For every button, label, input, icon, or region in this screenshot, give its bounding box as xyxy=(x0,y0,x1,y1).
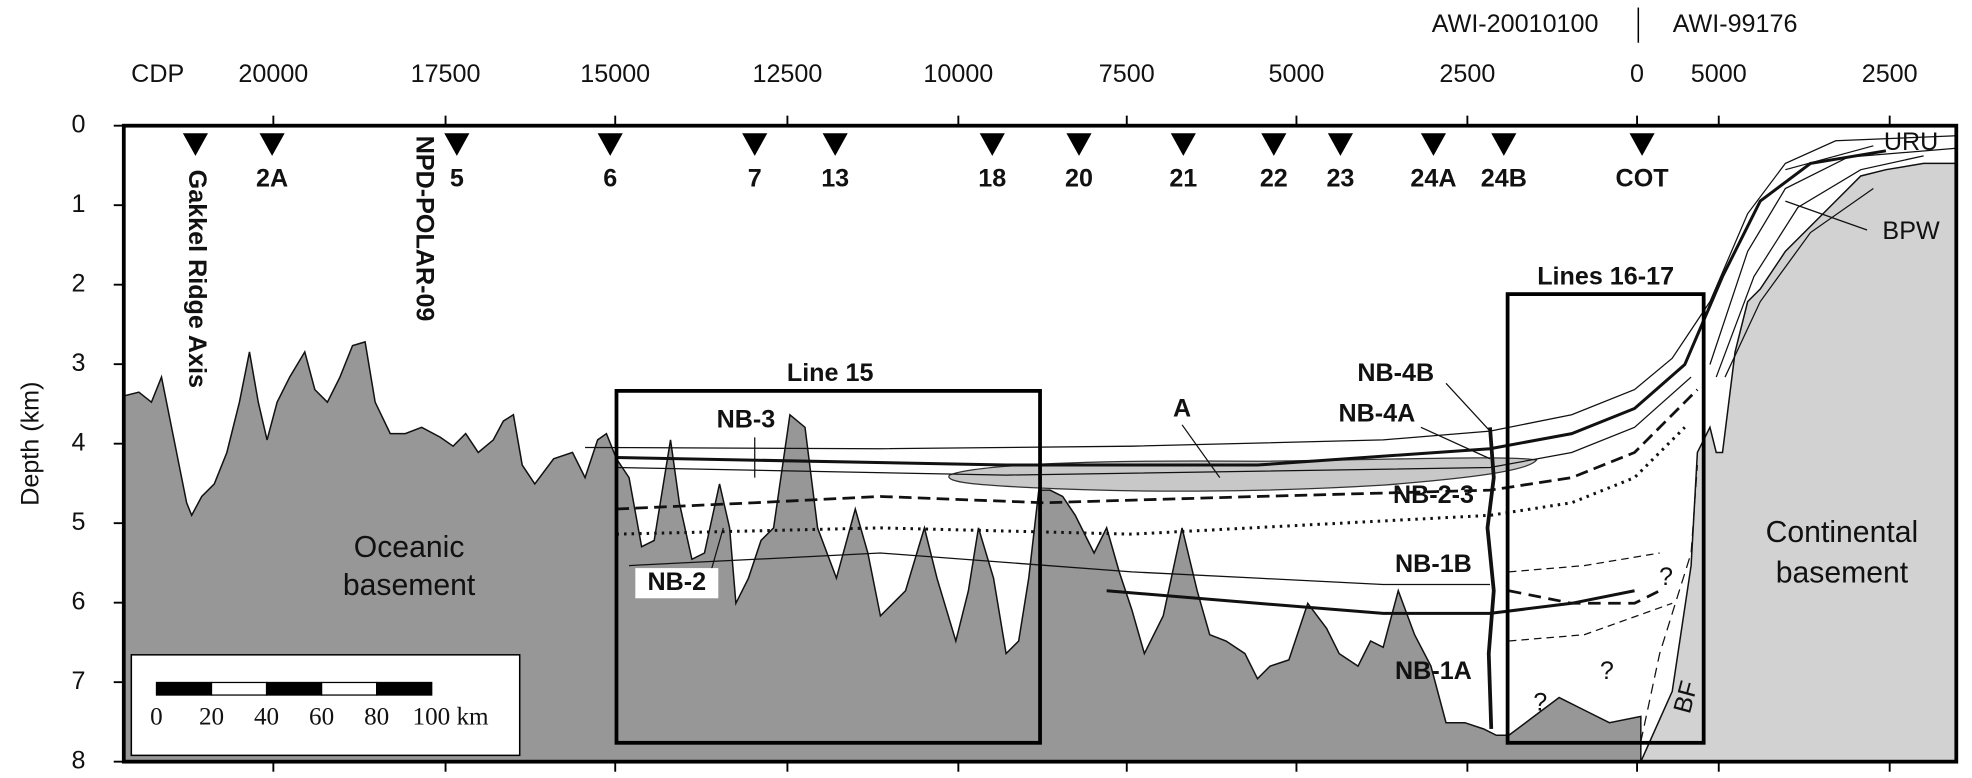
scale-label: 80 xyxy=(364,704,389,731)
depth-tick-label: 2 xyxy=(72,269,86,297)
header-left: AWI-20010100 xyxy=(1432,10,1599,38)
scale-label: 60 xyxy=(309,704,334,731)
depth-tick-label: 8 xyxy=(72,746,86,774)
station-label: 22 xyxy=(1260,164,1288,192)
scale-segment xyxy=(322,682,377,695)
station-label: 5 xyxy=(450,164,464,192)
station-label: 21 xyxy=(1169,164,1197,192)
station-marker xyxy=(260,133,285,156)
station-marker xyxy=(1421,133,1446,156)
annotation: ? xyxy=(1533,688,1547,716)
station-marker xyxy=(1491,133,1516,156)
station-marker xyxy=(1171,133,1196,156)
top-tick-label: 2500 xyxy=(1439,60,1495,88)
station-marker xyxy=(598,133,623,156)
station-marker xyxy=(1328,133,1353,156)
station-label: COT xyxy=(1616,164,1670,192)
annotation: ? xyxy=(1659,563,1673,591)
annotation: NB-1A xyxy=(1395,657,1472,685)
basement-label: Continental xyxy=(1766,516,1919,549)
annotation: NB-1B xyxy=(1395,550,1472,578)
station-label: 18 xyxy=(978,164,1006,192)
top-tick-label: 10000 xyxy=(923,60,993,88)
station-marker xyxy=(1630,133,1655,156)
section-figure: AWI-20010100AWI-99176CDP2000017500150001… xyxy=(0,0,1972,778)
station-label: 24B xyxy=(1481,164,1527,192)
station-marker xyxy=(444,133,469,156)
scale-segment xyxy=(212,682,267,695)
top-tick-label: 2500 xyxy=(1862,60,1918,88)
annotation: NB-4B xyxy=(1357,359,1434,387)
station-marker xyxy=(742,133,767,156)
station-marker xyxy=(1261,133,1286,156)
station-label: 23 xyxy=(1326,164,1354,192)
station-label: 20 xyxy=(1065,164,1093,192)
annotation: ? xyxy=(1600,657,1614,685)
top-tick-label: 0 xyxy=(1630,60,1644,88)
depth-tick-label: 3 xyxy=(72,349,86,377)
box-label: Lines 16-17 xyxy=(1537,262,1674,290)
scale-segment xyxy=(377,682,432,695)
top-tick-label: 12500 xyxy=(752,60,822,88)
annotation: BPW xyxy=(1882,217,1940,245)
header-right: AWI-99176 xyxy=(1673,10,1798,38)
depth-tick-label: 5 xyxy=(72,508,86,536)
scale-label: 40 xyxy=(254,704,279,731)
top-tick-label: 5000 xyxy=(1691,60,1747,88)
continental-basement xyxy=(1641,163,1956,761)
depth-tick-label: 4 xyxy=(72,428,86,456)
top-tick-label: 5000 xyxy=(1268,60,1324,88)
annotation: NB-3 xyxy=(717,406,776,434)
basement-label: basement xyxy=(1776,556,1909,589)
top-tick-label: 20000 xyxy=(238,60,308,88)
station-marker xyxy=(980,133,1005,156)
basement-label: basement xyxy=(343,569,476,602)
well-marker xyxy=(183,133,208,156)
top-tick-label: 7500 xyxy=(1099,60,1155,88)
annotation: NB-2-3 xyxy=(1393,481,1474,509)
station-label: 2A xyxy=(256,164,288,192)
scale-segment xyxy=(156,682,211,695)
station-marker xyxy=(1066,133,1091,156)
annotation: NB-2 xyxy=(647,568,706,596)
depth-tick-label: 6 xyxy=(72,587,86,615)
top-tick-label: 15000 xyxy=(580,60,650,88)
well-label: Gakkel Ridge Axis xyxy=(183,170,211,388)
depth-tick-label: 1 xyxy=(72,190,86,218)
scale-segment xyxy=(267,682,322,695)
depth-tick-label: 7 xyxy=(72,667,86,695)
station-label: 13 xyxy=(821,164,849,192)
annotation: NB-4A xyxy=(1338,399,1415,427)
basement-label: Oceanic xyxy=(354,531,465,564)
station-label: 7 xyxy=(748,164,762,192)
scale-label: 20 xyxy=(199,704,224,731)
station-label: 24A xyxy=(1410,164,1456,192)
left-axis-title: Depth (km) xyxy=(17,382,45,506)
scale-label: 100 km xyxy=(413,704,490,731)
scale-label: 0 xyxy=(150,704,163,731)
top-axis-title: CDP xyxy=(131,60,184,88)
well-label: NPD-POLAR-09 xyxy=(410,136,438,322)
station-label: 6 xyxy=(603,164,617,192)
annotation: A xyxy=(1173,394,1191,422)
station-marker xyxy=(823,133,848,156)
depth-tick-label: 0 xyxy=(72,110,86,138)
annotation: URU xyxy=(1884,128,1938,156)
box-label: Line 15 xyxy=(787,359,874,387)
top-tick-label: 17500 xyxy=(411,60,481,88)
